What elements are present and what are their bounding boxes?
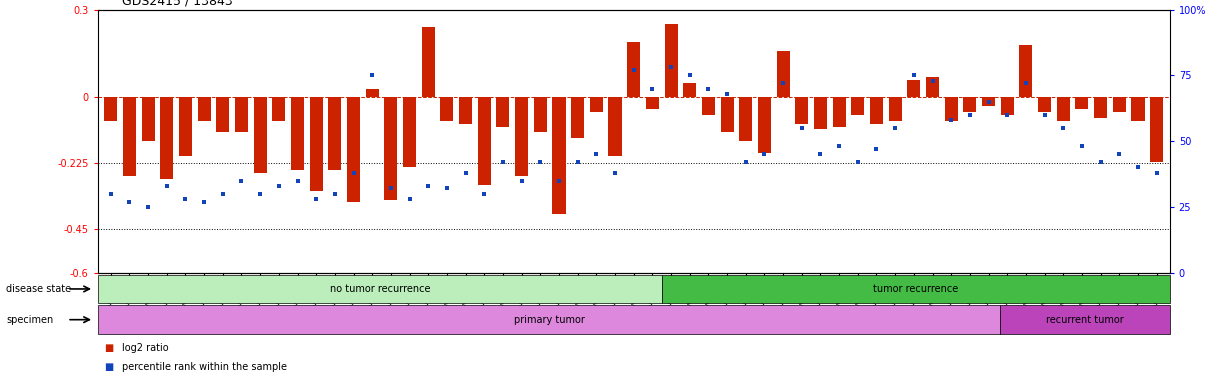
Text: disease state: disease state bbox=[6, 284, 71, 294]
Bar bbox=[459, 97, 473, 124]
Bar bbox=[254, 97, 266, 173]
Bar bbox=[1001, 97, 1013, 115]
Text: log2 ratio: log2 ratio bbox=[122, 343, 168, 353]
Bar bbox=[179, 97, 192, 156]
Bar bbox=[403, 97, 416, 167]
Bar bbox=[1020, 45, 1033, 97]
Bar bbox=[869, 97, 883, 124]
Text: GDS2415 / 13843: GDS2415 / 13843 bbox=[122, 0, 233, 8]
Text: tumor recurrence: tumor recurrence bbox=[873, 284, 958, 294]
Bar bbox=[1076, 97, 1088, 109]
Bar bbox=[477, 97, 491, 185]
Bar bbox=[216, 97, 230, 132]
Bar bbox=[1150, 97, 1164, 162]
Bar bbox=[664, 24, 678, 97]
Bar bbox=[142, 97, 155, 141]
Text: primary tumor: primary tumor bbox=[514, 314, 585, 325]
Bar bbox=[98, 275, 662, 303]
Text: ■: ■ bbox=[104, 343, 114, 353]
Bar bbox=[662, 275, 1170, 303]
Bar bbox=[702, 97, 716, 115]
Bar bbox=[98, 305, 1000, 334]
Bar bbox=[608, 97, 621, 156]
Bar bbox=[291, 97, 304, 170]
Bar bbox=[739, 97, 752, 141]
Bar bbox=[1112, 97, 1126, 112]
Bar bbox=[497, 97, 509, 126]
Bar bbox=[441, 97, 453, 121]
Bar bbox=[758, 97, 770, 153]
Bar bbox=[515, 97, 529, 176]
Bar bbox=[963, 97, 977, 112]
Bar bbox=[1038, 97, 1051, 112]
Text: ■: ■ bbox=[104, 361, 114, 372]
Bar bbox=[926, 77, 939, 97]
Bar bbox=[590, 97, 603, 112]
Bar bbox=[851, 97, 864, 115]
Text: recurrent tumor: recurrent tumor bbox=[1046, 314, 1125, 325]
Bar bbox=[234, 97, 248, 132]
Bar bbox=[777, 51, 790, 97]
Bar bbox=[347, 97, 360, 202]
Bar bbox=[534, 97, 547, 132]
Bar bbox=[198, 97, 211, 121]
Bar bbox=[945, 97, 957, 121]
Bar bbox=[385, 97, 398, 200]
Text: no tumor recurrence: no tumor recurrence bbox=[330, 284, 430, 294]
Bar bbox=[628, 42, 640, 97]
Bar bbox=[889, 97, 901, 121]
Bar bbox=[160, 97, 173, 179]
Bar bbox=[720, 97, 734, 132]
Bar bbox=[684, 83, 696, 97]
Bar bbox=[328, 97, 342, 170]
Bar bbox=[1056, 97, 1070, 121]
Bar bbox=[1132, 97, 1144, 121]
Bar bbox=[552, 97, 565, 214]
Bar bbox=[366, 89, 379, 97]
Bar bbox=[310, 97, 322, 191]
Bar bbox=[1094, 97, 1107, 118]
Bar bbox=[907, 80, 921, 97]
Bar bbox=[833, 97, 846, 126]
Bar bbox=[1000, 305, 1170, 334]
Bar bbox=[123, 97, 136, 176]
Bar bbox=[646, 97, 659, 109]
Bar bbox=[814, 97, 827, 129]
Bar bbox=[795, 97, 808, 124]
Text: percentile rank within the sample: percentile rank within the sample bbox=[122, 361, 287, 372]
Bar bbox=[272, 97, 286, 121]
Bar bbox=[571, 97, 584, 138]
Bar bbox=[421, 27, 435, 97]
Bar bbox=[104, 97, 117, 121]
Bar bbox=[982, 97, 995, 106]
Text: specimen: specimen bbox=[6, 314, 54, 325]
